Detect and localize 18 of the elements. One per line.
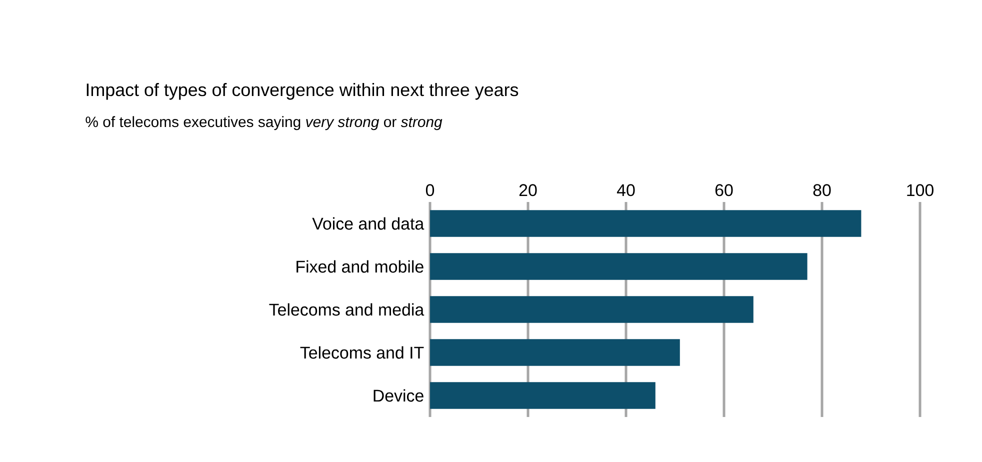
bar xyxy=(430,210,862,237)
x-tick-label: 40 xyxy=(616,184,635,196)
x-tick-label: 60 xyxy=(715,184,733,196)
y-tick-label: Telecoms and media xyxy=(269,303,424,316)
x-tick-label: 80 xyxy=(813,184,831,196)
x-tick-label: 0 xyxy=(426,184,434,196)
y-tick-label: Telecoms and IT xyxy=(300,346,424,359)
chart-title: Impact of types of convergence within next three years xyxy=(86,82,518,100)
bar xyxy=(430,253,808,280)
text: % of telecoms executives saying very strong or strong xyxy=(86,116,442,130)
y-tick-label: Voice and data xyxy=(312,217,424,230)
y-tick-label: Device xyxy=(374,389,424,402)
x-tick-label: 100 xyxy=(907,184,934,196)
x-tick-label: 20 xyxy=(519,184,537,196)
y-tick-label: Fixed and mobile xyxy=(296,260,424,273)
bar xyxy=(430,339,680,366)
bar xyxy=(430,296,754,323)
bar xyxy=(430,382,656,409)
